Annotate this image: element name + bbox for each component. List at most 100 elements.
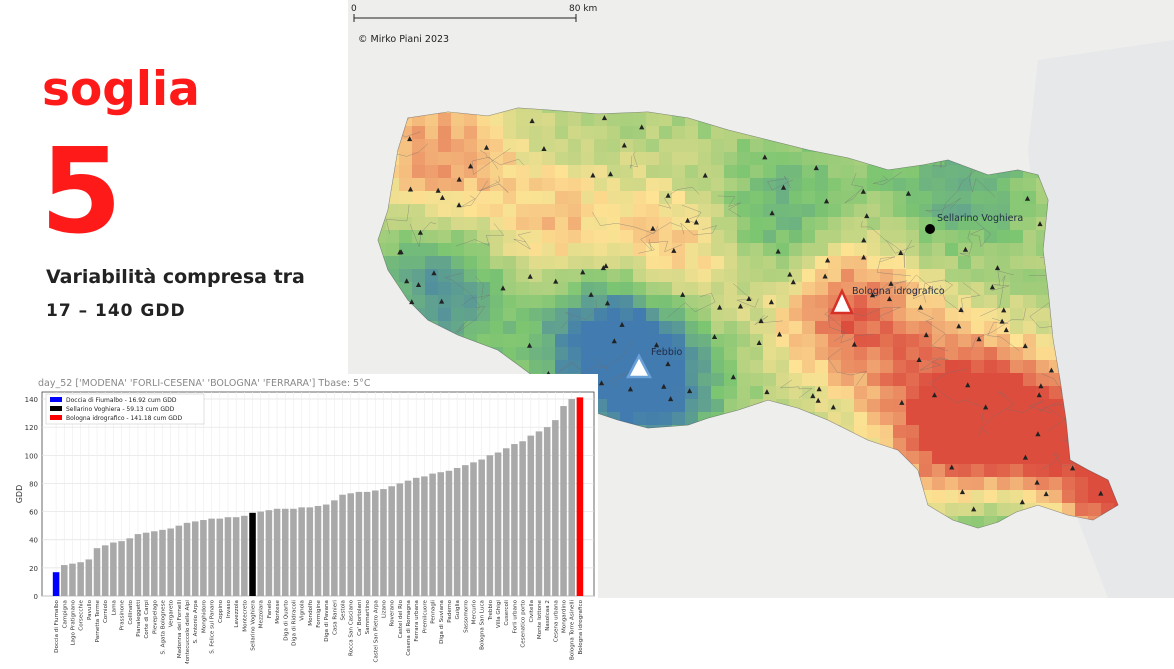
heat-cell [724, 373, 737, 386]
heat-cell [685, 139, 698, 152]
x-tick-label: Collinato [128, 599, 134, 624]
weather-station-marker [1098, 490, 1104, 496]
heat-cell [490, 269, 503, 282]
bar-sammartino [363, 491, 371, 596]
heat-cell [1023, 360, 1036, 373]
municipal-border [444, 272, 481, 311]
heat-cell [477, 282, 490, 295]
weather-station-marker [1036, 392, 1042, 398]
municipal-border [827, 348, 867, 386]
heat-cell [867, 308, 880, 321]
heat-cell [945, 503, 958, 516]
heat-cell [971, 490, 984, 503]
heat-cell [516, 243, 529, 256]
heat-cell [633, 308, 646, 321]
municipal-border [991, 270, 1015, 292]
heat-cell [997, 308, 1010, 321]
heat-cell [1023, 256, 1036, 269]
weather-station-marker [886, 296, 893, 302]
x-tick-label: Lizano [381, 599, 387, 618]
heat-cell [438, 243, 451, 256]
heat-cell [529, 334, 542, 347]
heat-cell [646, 412, 659, 425]
heat-cell [399, 191, 412, 204]
heat-cell [880, 399, 893, 412]
heat-cell [698, 243, 711, 256]
heat-cell [815, 256, 828, 269]
heat-cell [378, 230, 386, 243]
heat-cell [425, 152, 438, 165]
weather-station-marker [439, 298, 445, 304]
heat-cell [880, 269, 893, 282]
heat-cell [542, 282, 555, 295]
heat-cell [854, 412, 867, 425]
heat-cell [620, 178, 633, 191]
heat-cell [945, 490, 958, 503]
heat-cell [581, 191, 594, 204]
heat-cell [594, 308, 607, 321]
heat-cell [451, 308, 464, 321]
weather-station-marker [407, 186, 414, 192]
heat-cell [672, 308, 685, 321]
heat-cell [659, 386, 672, 399]
heat-cell [399, 165, 412, 178]
heat-cell [945, 256, 958, 269]
heat-cell [815, 243, 828, 256]
heat-cell [1010, 204, 1023, 217]
heat-cell [880, 243, 893, 256]
heat-cell [1010, 334, 1023, 347]
heat-cell [438, 126, 451, 139]
heat-cell [880, 256, 893, 269]
heat-cell [906, 269, 919, 282]
heat-cell [971, 425, 984, 438]
municipal-border [940, 282, 981, 314]
heat-cell [971, 308, 984, 321]
municipal-border [980, 275, 1006, 317]
heat-cell [893, 256, 906, 269]
heat-cell [646, 269, 659, 282]
heat-cell [802, 217, 815, 230]
heat-cell [477, 230, 490, 243]
heat-cell [789, 373, 802, 386]
heat-cell [724, 165, 737, 178]
heat-cell [789, 269, 802, 282]
heat-cell [529, 308, 542, 321]
heat-cell [750, 386, 763, 399]
heat-cell [828, 191, 841, 204]
heat-cell [1010, 256, 1023, 269]
weather-station-marker [685, 217, 691, 223]
weather-station-marker [756, 340, 762, 346]
heat-cell [386, 217, 399, 230]
heat-cell [685, 399, 698, 412]
weather-station-marker [603, 263, 609, 269]
heat-cell [945, 438, 958, 451]
heat-cell [958, 321, 971, 334]
municipal-border [681, 204, 702, 223]
heat-cell [984, 256, 997, 269]
heat-cell [880, 386, 893, 399]
heat-cell [1049, 373, 1062, 386]
heat-cell [620, 165, 633, 178]
heat-cell [555, 308, 568, 321]
heat-cell [984, 308, 997, 321]
heat-cell [880, 334, 893, 347]
heat-cell [971, 477, 984, 490]
bar-castel-del-rio [396, 483, 404, 596]
heat-cell [594, 152, 607, 165]
x-tick-label: Sassomorro [463, 599, 469, 632]
heat-cell [698, 321, 711, 334]
heat-cell [945, 360, 958, 373]
heat-cell [659, 334, 672, 347]
heat-cell [555, 152, 568, 165]
heat-cell [698, 165, 711, 178]
heat-cell [919, 165, 932, 178]
heat-cell [581, 126, 594, 139]
heat-cell [763, 269, 776, 282]
heat-cell [451, 126, 464, 139]
heat-cell [516, 178, 529, 191]
bar-mongardino [560, 406, 567, 596]
bar-pievepelago [151, 531, 158, 596]
heat-cell [997, 230, 1010, 243]
heat-cell [984, 451, 997, 464]
x-tick-label: Sammartino [365, 599, 371, 634]
